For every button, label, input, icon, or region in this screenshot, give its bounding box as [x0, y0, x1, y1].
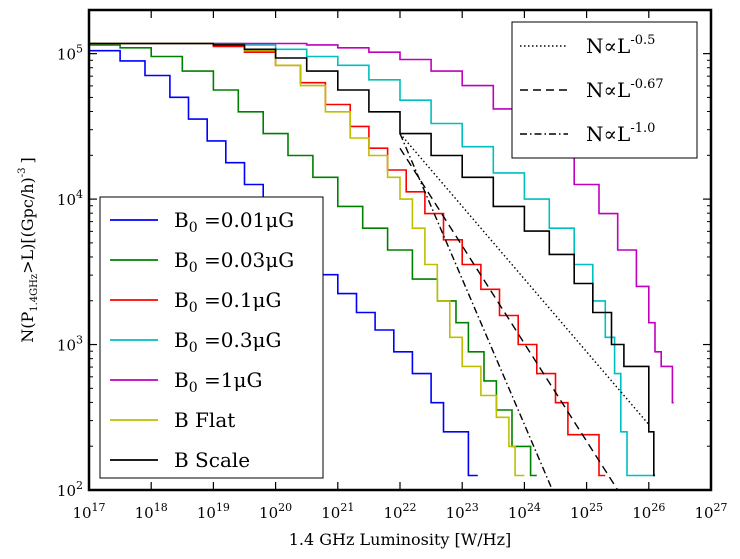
x-tick-label: 1023 [446, 501, 479, 522]
y-axis-title: N(P1.4GHz>L)[(Gpc/h)-3] [17, 157, 40, 343]
svg-text:N(P1.4GHz>L)[(Gpc/h)-3]: N(P1.4GHz>L)[(Gpc/h)-3] [17, 157, 40, 343]
fit-legend-box [511, 21, 698, 159]
series-legend-box [99, 196, 324, 479]
y-axis-title-part-3: ] [18, 157, 37, 163]
y-axis-title-sup: -3 [17, 167, 28, 177]
y-axis-title-part-2: >L)[(Gpc/h) [18, 177, 37, 274]
y-axis-title-part-1: N(P [18, 312, 37, 343]
x-tick-label: 1018 [135, 501, 168, 522]
series-line-8 [399, 147, 619, 491]
x-axis-title: 1.4 GHz Luminosity [W/Hz] [289, 530, 512, 549]
series-legend-label-1: B0 =0.03μG [174, 248, 294, 276]
x-tick-label: 1019 [197, 501, 230, 522]
series-legend-label-4: B0 =1μG [174, 368, 262, 396]
series-layer [89, 42, 674, 491]
x-tick-label: 1025 [570, 501, 603, 522]
y-axis-title-sub: 1.4GHz [29, 274, 40, 312]
x-tick-label: 1020 [259, 501, 292, 522]
series-line-3 [89, 42, 655, 477]
fit-line-legend: N∝L-0.5 N∝L-0.67 N∝L-1.0 [511, 21, 698, 159]
x-tick-label: 1024 [508, 501, 541, 522]
y-tick-label: 103 [57, 334, 83, 355]
x-tick-label: 1017 [72, 501, 105, 522]
fit-legend-label-0: N∝L-0.5 [586, 33, 655, 58]
x-tick-label: 1026 [632, 501, 665, 522]
series-line-9 [399, 133, 554, 491]
y-tick-label: 104 [57, 188, 83, 209]
series-legend-label-3: B0 =0.3μG [174, 328, 282, 356]
series-legend-label-5: B Flat [174, 408, 235, 432]
x-tick-label: 1021 [321, 501, 354, 522]
x-tick-label: 1022 [383, 501, 416, 522]
series-legend-label-2: B0 =0.1μG [174, 288, 282, 316]
fit-legend-label-1: N∝L-0.67 [586, 77, 664, 102]
series-line-1 [89, 44, 537, 477]
tick-layer: 1017 1018 1019 1020 1021 1022 1023 1024 1025 1026… [57, 10, 728, 522]
y-tick-label: 102 [57, 479, 83, 500]
fit-legend-label-2: N∝L-1.0 [586, 121, 655, 146]
series-legend-label-6: B Scale [174, 448, 250, 472]
plot-frame [87, 8, 713, 492]
series-legend-label-0: B0 =0.01μG [174, 208, 294, 236]
series-legend: B0 =0.01μG B0 =0.03μG B0 =0.1μG B0 =0.3μG B0… [99, 196, 324, 479]
x-tick-label: 1027 [694, 501, 727, 522]
series-line-6 [89, 42, 655, 477]
y-tick-label: 105 [57, 43, 83, 64]
